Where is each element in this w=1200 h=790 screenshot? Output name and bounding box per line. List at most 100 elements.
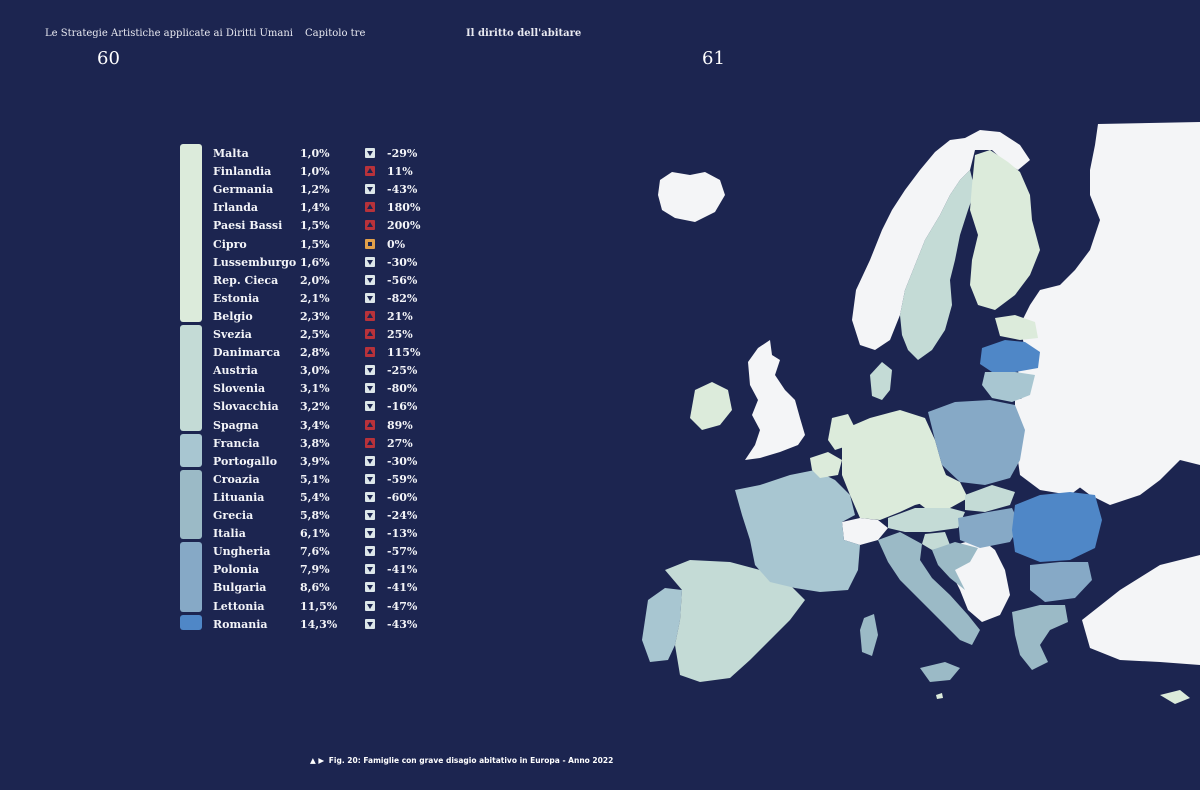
change-percentage: -59% — [387, 472, 418, 486]
country-name: Lituania — [213, 490, 265, 504]
country-percentage: 3,1% — [300, 382, 330, 396]
country-percentage: 1,0% — [300, 165, 330, 179]
trend-up-icon — [365, 202, 375, 213]
country-percentage: 14,3% — [300, 617, 338, 631]
trend-down-icon — [365, 455, 375, 466]
trend-down-icon — [365, 491, 375, 502]
country-name: Rep. Cieca — [213, 273, 279, 287]
trend-down-icon — [365, 274, 375, 285]
change-percentage: 200% — [387, 219, 421, 233]
country-percentage: 1,5% — [300, 237, 330, 251]
trend-up-icon — [365, 220, 375, 231]
book-title: Le Strategie Artistiche applicate ai Dir… — [45, 28, 293, 39]
country-name: Slovacchia — [213, 400, 279, 414]
change-percentage: 11% — [387, 165, 413, 179]
country-name: Bulgaria — [213, 581, 267, 595]
iceland-land — [658, 172, 725, 222]
change-percentage: -24% — [387, 509, 418, 522]
chapter-label: Capitolo tre — [305, 28, 366, 39]
country-romania — [1012, 492, 1102, 562]
country-name: Francia — [213, 436, 260, 450]
country-name: Irlanda — [213, 201, 259, 215]
country-name: Finlandia — [213, 165, 272, 179]
country-czech — [912, 472, 968, 508]
country-name: Grecia — [213, 509, 254, 522]
change-percentage: -13% — [387, 527, 418, 541]
country-poland — [928, 400, 1025, 485]
country-latvia — [980, 340, 1040, 372]
change-percentage: -80% — [387, 382, 418, 396]
country-percentage: 1,0% — [300, 147, 330, 160]
country-name: Lussemburgo — [213, 255, 297, 269]
country-italy-sardinia — [860, 614, 878, 656]
belarus-ukraine-land — [1015, 390, 1100, 495]
country-austria — [888, 508, 965, 532]
change-percentage: -47% — [387, 599, 418, 613]
trend-down-icon — [365, 564, 375, 575]
trend-up-icon — [365, 166, 375, 177]
switzerland-land — [842, 518, 888, 545]
change-percentage: -56% — [387, 273, 418, 287]
country-croatia — [932, 542, 978, 590]
caption-text: Fig. 20: Famiglie con grave disagio abit… — [328, 756, 614, 765]
country-belgium — [810, 452, 842, 478]
page-number-left: 60 — [97, 48, 120, 69]
country-name: Portogallo — [213, 454, 278, 468]
trend-down-icon — [365, 292, 375, 303]
legend-color-band — [180, 614, 202, 630]
country-percentage: 2,8% — [300, 346, 330, 360]
country-sweden — [900, 170, 975, 360]
country-malta — [936, 693, 943, 699]
country-name: Belgio — [213, 309, 253, 323]
change-percentage: -43% — [387, 617, 418, 631]
country-name: Lettonia — [213, 599, 265, 613]
country-name: Polonia — [213, 563, 260, 577]
country-percentage: 1,4% — [300, 201, 330, 215]
country-greece — [1012, 605, 1068, 670]
trend-down-icon — [365, 618, 375, 629]
change-percentage: -41% — [387, 563, 418, 577]
country-denmark — [870, 362, 892, 400]
trend-up-icon — [365, 329, 375, 339]
change-percentage: 0% — [387, 237, 406, 251]
country-name: Germania — [213, 183, 274, 197]
country-percentage: 6,1% — [300, 527, 330, 541]
country-name: Austria — [213, 364, 258, 378]
trend-down-icon — [365, 383, 375, 394]
section-title: Il diritto dell'abitare — [466, 28, 582, 39]
country-percentage: 8,6% — [300, 581, 330, 595]
norway-land — [852, 130, 1030, 350]
caption-arrows-icon: ▲ ▶ — [310, 756, 325, 765]
country-percentage: 2,5% — [300, 328, 330, 341]
country-name: Estonia — [213, 291, 260, 305]
country-name: Paesi Bassi — [213, 219, 283, 233]
trend-down-icon — [365, 184, 375, 195]
country-name: Spagna — [213, 418, 259, 432]
country-percentage: 5,1% — [300, 472, 330, 486]
trend-down-icon — [365, 148, 375, 158]
change-percentage: -82% — [387, 291, 418, 305]
country-percentage: 5,4% — [300, 490, 330, 504]
country-name: Cipro — [213, 237, 247, 251]
trend-down-icon — [365, 510, 375, 520]
trend-up-icon — [365, 419, 375, 430]
trend-down-icon — [365, 473, 375, 484]
trend-down-icon — [365, 546, 375, 557]
country-percentage: 2,3% — [300, 309, 330, 323]
change-percentage: -30% — [387, 255, 418, 269]
change-percentage: 180% — [387, 201, 421, 215]
country-percentage: 5,8% — [300, 509, 330, 522]
country-percentage: 1,2% — [300, 183, 330, 197]
country-percentage: 3,2% — [300, 400, 330, 414]
europe-choropleth-map — [642, 122, 1200, 704]
trend-up-icon — [365, 437, 375, 448]
change-percentage: -60% — [387, 490, 418, 504]
change-percentage: 21% — [387, 309, 413, 323]
country-estonia — [995, 315, 1038, 340]
country-finland — [970, 150, 1040, 310]
country-percentage: 1,6% — [300, 255, 330, 269]
trend-down-icon — [365, 365, 375, 376]
legend-color-band — [180, 144, 202, 322]
change-percentage: -30% — [387, 454, 418, 468]
trend-down-icon — [365, 600, 375, 611]
